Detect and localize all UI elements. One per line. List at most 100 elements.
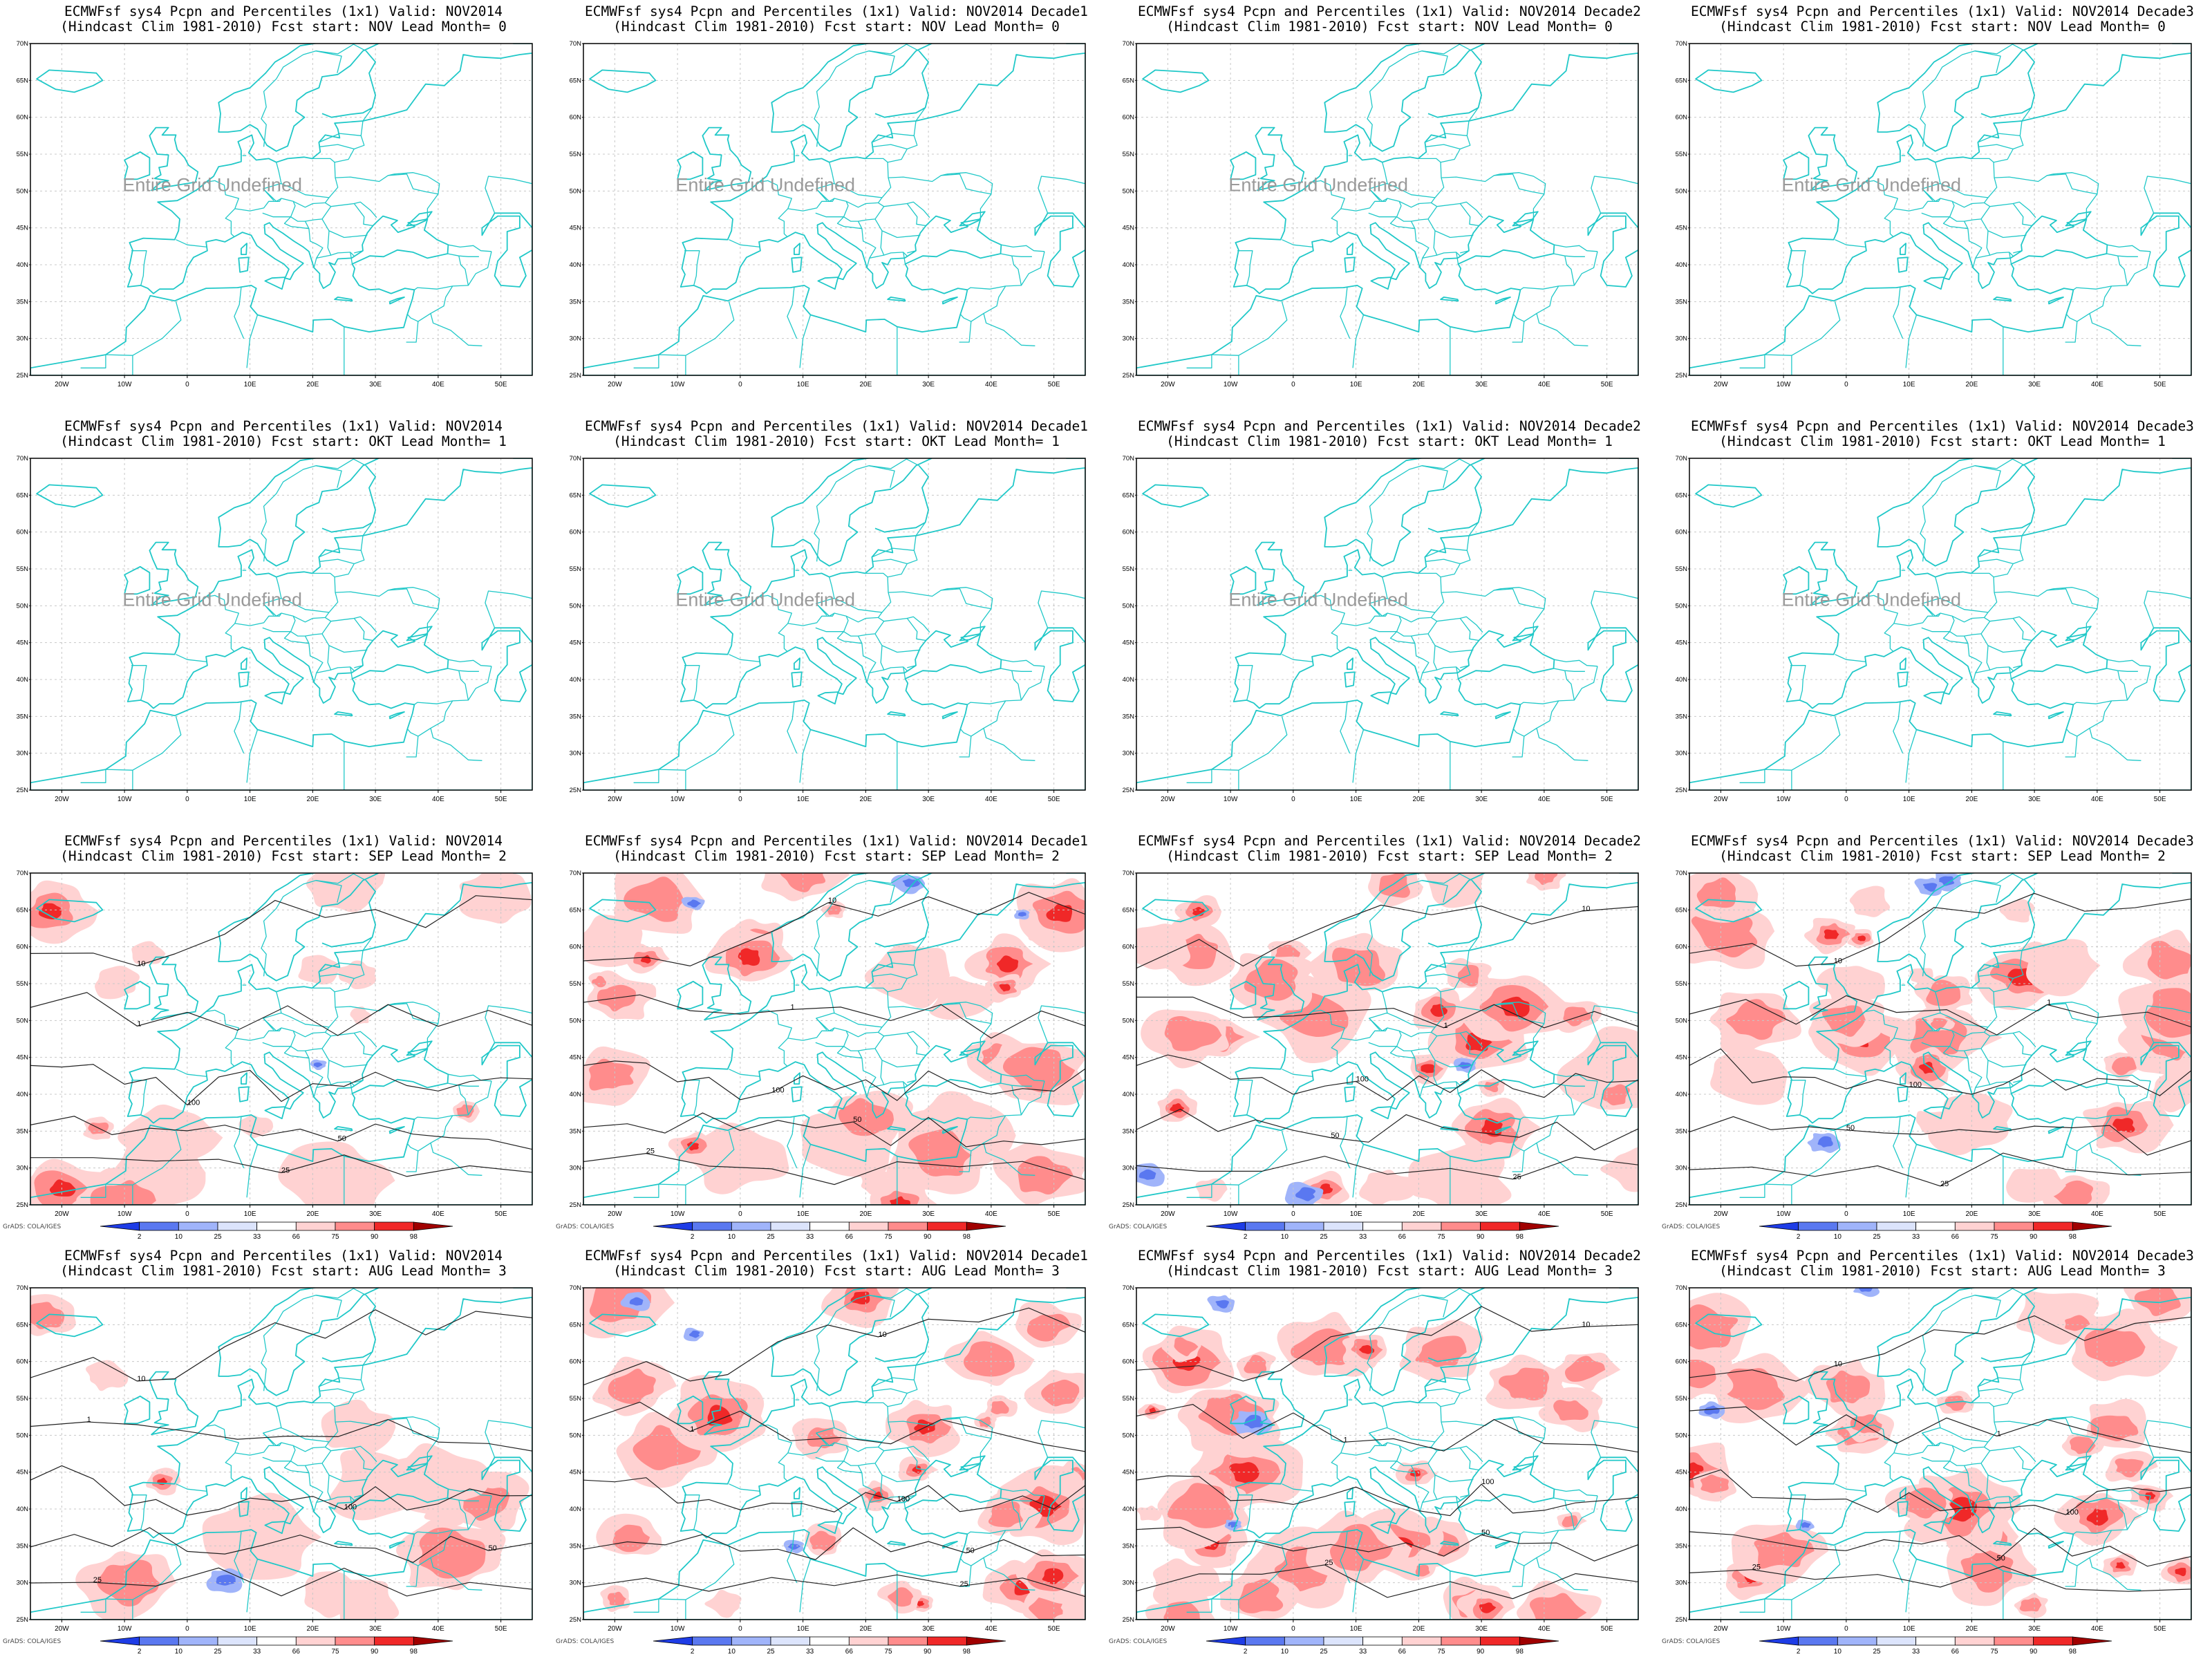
above-normal-core [49,1179,77,1197]
map-frame [583,872,1086,1206]
country-border [2065,736,2078,758]
gridlines [30,873,532,1205]
above-normal-area [238,1115,274,1138]
coast-sardinia [1344,1086,1356,1103]
lat-label: 65N [1123,491,1135,499]
country-border [1211,354,1239,375]
country-border [327,1474,355,1501]
country-border [1369,603,1380,616]
colorbar-label: 66 [1398,1648,1407,1656]
grads-credit: GrADS: COLA/IGES [556,1224,615,1230]
lon-label: 40E [1538,1210,1550,1218]
country-border [1456,1496,1459,1509]
lat-label: 65N [1676,491,1688,499]
country-border [321,218,368,238]
above-normal-core [1919,1062,1934,1074]
map-panel: ECMWFsf sys4 Pcpn and Percentiles (1x1) … [1659,415,2212,830]
coast-scandi [218,458,379,567]
country-border [354,1445,377,1463]
panel-title: ECMWFsf sys4 Pcpn and Percentiles (1x1) … [581,834,1092,864]
coast-scandi [1877,458,2038,567]
country-border [388,587,440,609]
above-normal-area [278,1141,395,1205]
lat-label: 30N [17,1165,29,1172]
gridlines [1689,44,2191,375]
colorbar-label: 75 [1437,1233,1445,1241]
country-border [1369,188,1380,201]
country-border [633,769,659,783]
coast-iceland [1142,69,1210,93]
country-border [2073,256,2128,290]
lon-label: 0 [185,1625,189,1633]
country-border [80,1184,106,1198]
coast-sardinia [1344,1501,1356,1517]
country-border [313,1084,331,1098]
coast-mainland [583,53,1085,375]
colorbar-label: 10 [1281,1648,1289,1656]
lat-label: 55N [17,980,29,988]
country-border [1739,769,1765,783]
country-border [485,1005,532,1043]
above-normal-area [864,944,950,1009]
colorbar-label: 98 [1516,1233,1524,1241]
gridlines [583,458,1085,790]
colorbar-segment [217,1636,258,1646]
colorbar-label: 25 [767,1648,775,1656]
colorbar-label: 75 [1990,1648,1998,1656]
coast-ireland [124,1395,151,1425]
country-border [799,1144,812,1198]
country-border [1440,120,1471,163]
panel-title-line2: (Hindcast Clim 1981-2010) Fcst start: AU… [613,1263,1060,1279]
gridlines [1689,458,2191,790]
country-border [315,50,342,73]
contour-label: 100 [771,1087,784,1095]
country-border [1340,198,1402,218]
country-border [1520,1500,1575,1535]
country-border [131,250,147,286]
country-border [1994,174,2098,219]
country-border [1211,769,1239,790]
lon-label: 10W [118,1625,132,1633]
panel-title: ECMWFsf sys4 Pcpn and Percentiles (1x1) … [581,1248,1092,1279]
country-border [1972,669,1990,683]
colorbar-label: 33 [806,1233,814,1241]
above-normal-mid [1027,1313,1071,1342]
above-normal-mid [1689,1359,1716,1389]
colorbar-segment [1441,1221,1481,1231]
colorbar-segment [692,1636,732,1646]
country-border [319,973,355,980]
lon-label: 0 [1844,796,1848,803]
country-border [907,1080,917,1083]
country-border [1864,1424,1898,1481]
coast-scandi [771,1288,932,1396]
colorbar-segment [1798,1221,1838,1231]
coast-mainland [583,467,1085,790]
lat-label: 60N [1123,529,1135,536]
country-border [684,665,700,701]
coast-corsica [241,243,247,255]
country-border [176,1069,207,1078]
country-border [903,1081,906,1094]
country-border [1905,1559,1918,1613]
map-frame [30,43,533,376]
lon-label: 20E [306,381,319,388]
colorbar-segment [1245,1636,1285,1646]
country-border [1352,1559,1365,1613]
colorbar-segment [731,1221,771,1231]
coast-sardinia [1344,256,1356,273]
coast-corsica [1347,1072,1353,1085]
country-border [1396,206,1438,222]
lat-label: 60N [1123,944,1135,951]
colorbar: 2 10 25 33 66 75 90 98 [100,1636,453,1656]
country-border [1978,1388,2014,1394]
coastlines [1689,44,2191,375]
country-border [350,1496,353,1509]
country-border [1984,1446,2032,1471]
lat-label: 30N [1123,1165,1135,1172]
country-border [1980,1463,2027,1483]
country-border [829,1402,892,1443]
country-border [1893,288,1904,339]
coast-finland [1427,880,1482,948]
